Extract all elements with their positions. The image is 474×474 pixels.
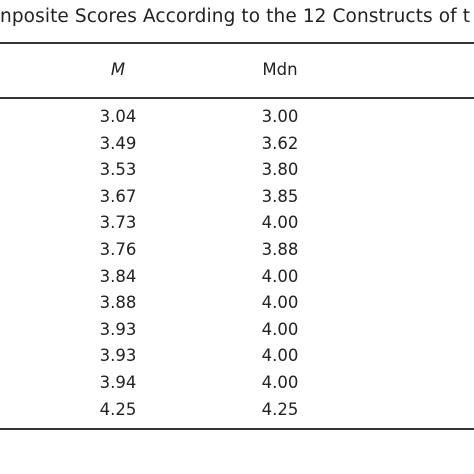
table-cell: 3.04 (99, 107, 137, 126)
bottom-rule (0, 428, 474, 430)
table-cell: 3.80 (261, 160, 299, 180)
table-cell: 3.85 (261, 186, 299, 206)
table-cell: 3.62 (261, 133, 299, 153)
table-cell: 4.25 (99, 399, 137, 419)
table-cell: 4.00 (261, 346, 299, 366)
table-cell: 4.00 (261, 293, 299, 313)
table-cell: 3.53 (99, 160, 137, 180)
column-header: Mdn (262, 60, 298, 79)
table-cell: 4.00 (261, 266, 299, 286)
table-cell: 3.76 (99, 240, 137, 259)
table-cell: 4.00 (261, 319, 299, 339)
table-cell: 3.93 (99, 319, 137, 339)
column-header: M (110, 60, 126, 79)
table-cell: 3.84 (99, 266, 137, 286)
table-cell: 3.88 (261, 240, 299, 259)
table-cell: 3.49 (99, 133, 137, 153)
table-cell: 3.88 (99, 293, 137, 313)
table-cell: 3.67 (99, 186, 137, 206)
table-title: nposite Scores According to the 12 Const… (0, 6, 471, 27)
table-cell: 4.00 (261, 213, 299, 233)
table-cell: 4.00 (261, 373, 299, 392)
top-rule (0, 42, 474, 44)
table-cell: 4.25 (261, 399, 299, 419)
table-cell: 3.00 (261, 107, 299, 126)
table-cell: 3.73 (99, 213, 137, 233)
table-cell: 3.93 (99, 346, 137, 366)
header-rule (0, 97, 474, 99)
table-cell: 3.94 (99, 373, 137, 392)
